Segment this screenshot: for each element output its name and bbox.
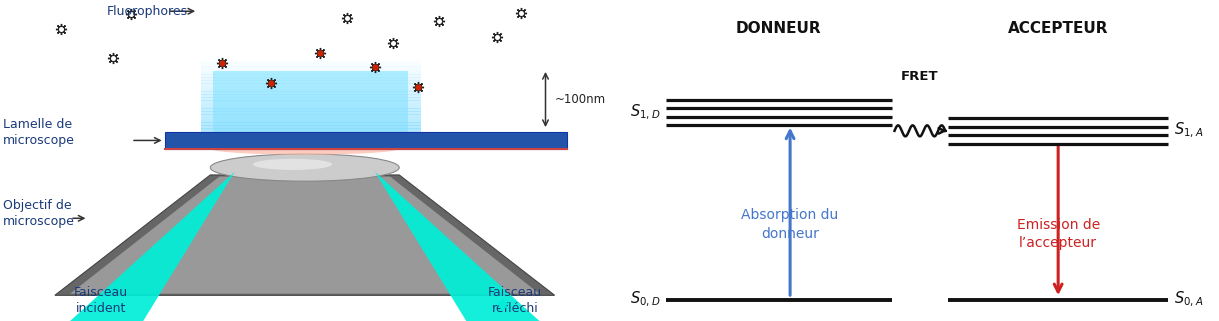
Bar	[213, 71, 408, 132]
Bar	[201, 120, 421, 123]
Ellipse shape	[211, 143, 400, 155]
Bar	[201, 72, 421, 75]
Polygon shape	[375, 172, 540, 321]
Bar	[201, 123, 421, 126]
Text: ~100nm: ~100nm	[555, 93, 606, 106]
Text: $S_{1,A}$: $S_{1,A}$	[1174, 121, 1203, 141]
Ellipse shape	[211, 154, 400, 181]
Bar	[201, 108, 421, 112]
Bar	[201, 89, 421, 92]
Text: Lamelle de
microscope: Lamelle de microscope	[2, 118, 74, 147]
Bar	[165, 132, 567, 149]
Bar	[201, 94, 421, 98]
Polygon shape	[55, 175, 555, 295]
Bar	[201, 74, 421, 78]
Text: $S_{0,D}$: $S_{0,D}$	[630, 290, 661, 309]
Text: Faisceau
incident: Faisceau incident	[73, 286, 128, 315]
Text: Faisceau
réfléchi: Faisceau réfléchi	[488, 286, 542, 315]
Bar	[201, 97, 421, 100]
Text: $S_{1,D}$: $S_{1,D}$	[630, 103, 661, 122]
Bar	[201, 63, 421, 67]
Bar	[201, 77, 421, 81]
Bar	[201, 111, 421, 115]
Bar	[201, 100, 421, 103]
Text: DONNEUR: DONNEUR	[736, 22, 822, 36]
Bar	[201, 128, 421, 132]
Bar	[201, 69, 421, 72]
Text: Absorption du
donneur: Absorption du donneur	[741, 209, 839, 241]
Text: Emission de
l’accepteur: Emission de l’accepteur	[1017, 218, 1100, 250]
Text: Fluorophores: Fluorophores	[107, 5, 188, 18]
Polygon shape	[71, 177, 540, 294]
Bar	[201, 125, 421, 129]
Bar	[201, 66, 421, 69]
Text: ACCEPTEUR: ACCEPTEUR	[1008, 22, 1108, 36]
Bar	[201, 83, 421, 86]
Ellipse shape	[254, 159, 332, 170]
Bar	[201, 114, 421, 117]
Bar	[201, 106, 421, 109]
Text: $S_{0,A}$: $S_{0,A}$	[1174, 290, 1203, 309]
Text: FRET: FRET	[901, 71, 939, 83]
Bar	[201, 103, 421, 106]
Bar	[201, 60, 421, 64]
Bar	[201, 86, 421, 89]
Polygon shape	[71, 172, 234, 321]
Bar	[201, 91, 421, 95]
Bar	[201, 117, 421, 120]
Text: Objectif de
microscope: Objectif de microscope	[2, 199, 74, 228]
Bar	[201, 80, 421, 83]
